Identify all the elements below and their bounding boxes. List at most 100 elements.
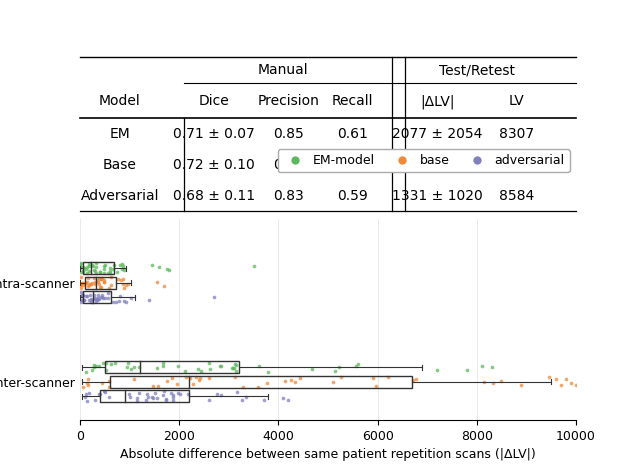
Point (89, 361, 99, 369)
Text: 9894: 9894 (499, 158, 534, 172)
Point (123, 360, 133, 367)
Point (353, 361, 363, 368)
Point (90, 280, 100, 287)
Point (286, 377, 296, 384)
Point (108, 298, 118, 306)
Point (88, 262, 98, 270)
Point (262, 379, 272, 387)
Point (116, 260, 127, 267)
Point (333, 363, 344, 371)
Point (307, 365, 317, 372)
Point (241, 394, 251, 401)
Point (410, 375, 420, 382)
Point (126, 294, 136, 301)
Point (477, 362, 487, 370)
Point (571, 381, 581, 388)
Point (99, 262, 109, 270)
Point (99, 294, 109, 302)
Point (84, 281, 95, 289)
Point (126, 365, 136, 372)
Point (195, 375, 205, 382)
Point (173, 362, 183, 370)
Point (230, 362, 241, 369)
Point (204, 396, 214, 404)
Point (253, 362, 264, 370)
Point (159, 282, 170, 290)
Point (76, 296, 86, 304)
Point (93, 274, 104, 281)
Point (142, 390, 152, 398)
Point (97, 379, 107, 387)
Point (96, 275, 106, 283)
Point (93, 291, 104, 298)
Point (161, 378, 172, 385)
Point (118, 275, 129, 283)
Point (76, 280, 86, 288)
Point (92, 296, 102, 303)
Text: 0.65: 0.65 (337, 158, 368, 172)
Point (368, 375, 378, 382)
Point (103, 289, 113, 297)
Point (78, 282, 88, 289)
Point (79, 394, 90, 401)
Point (122, 363, 132, 371)
Point (81, 293, 92, 300)
Point (252, 383, 262, 391)
Point (167, 374, 177, 381)
Point (118, 266, 129, 274)
Point (205, 365, 215, 373)
Point (232, 388, 242, 396)
Point (99, 387, 109, 395)
X-axis label: Absolute difference between same patient repetition scans (|ΔLV|): Absolute difference between same patient… (120, 448, 536, 461)
Point (134, 363, 144, 371)
Point (85, 291, 95, 299)
Point (408, 377, 418, 384)
Point (230, 373, 240, 380)
Point (91, 259, 101, 267)
Point (111, 298, 121, 305)
Text: 4557 ± 3530: 4557 ± 3530 (392, 158, 483, 172)
Text: 8307: 8307 (499, 127, 534, 141)
Point (104, 383, 114, 391)
Point (462, 366, 472, 374)
Point (204, 359, 214, 367)
Point (77, 279, 88, 287)
Text: 0.59: 0.59 (337, 189, 368, 203)
Point (209, 293, 219, 301)
Point (551, 375, 561, 382)
Bar (83, 262, 114, 274)
Point (76, 260, 86, 267)
Text: |ΔLV|: |ΔLV| (420, 94, 454, 109)
Point (115, 297, 125, 305)
Text: 0.68 ± 0.11: 0.68 ± 0.11 (173, 189, 255, 203)
Point (118, 262, 128, 270)
Point (161, 395, 171, 403)
Point (486, 363, 497, 371)
Point (77, 292, 87, 299)
Point (115, 293, 125, 300)
Point (195, 367, 205, 375)
Point (488, 379, 498, 387)
Point (238, 383, 248, 391)
Point (216, 362, 226, 370)
Point (124, 390, 134, 397)
Point (278, 394, 289, 402)
Point (262, 368, 273, 376)
Point (193, 365, 204, 372)
Text: 0.80: 0.80 (273, 158, 304, 172)
Point (102, 269, 113, 276)
Point (544, 373, 554, 381)
Point (78, 267, 88, 274)
Point (121, 298, 131, 306)
Point (76, 284, 86, 292)
Point (93, 295, 103, 302)
Text: Base: Base (103, 158, 136, 172)
Text: 0.85: 0.85 (273, 127, 304, 141)
Point (113, 276, 124, 283)
Text: 2077 ± 2054: 2077 ± 2054 (392, 127, 483, 141)
Bar (110, 376, 412, 388)
Point (83, 274, 93, 281)
Point (97, 294, 107, 301)
Point (89, 291, 99, 299)
Point (119, 297, 129, 304)
